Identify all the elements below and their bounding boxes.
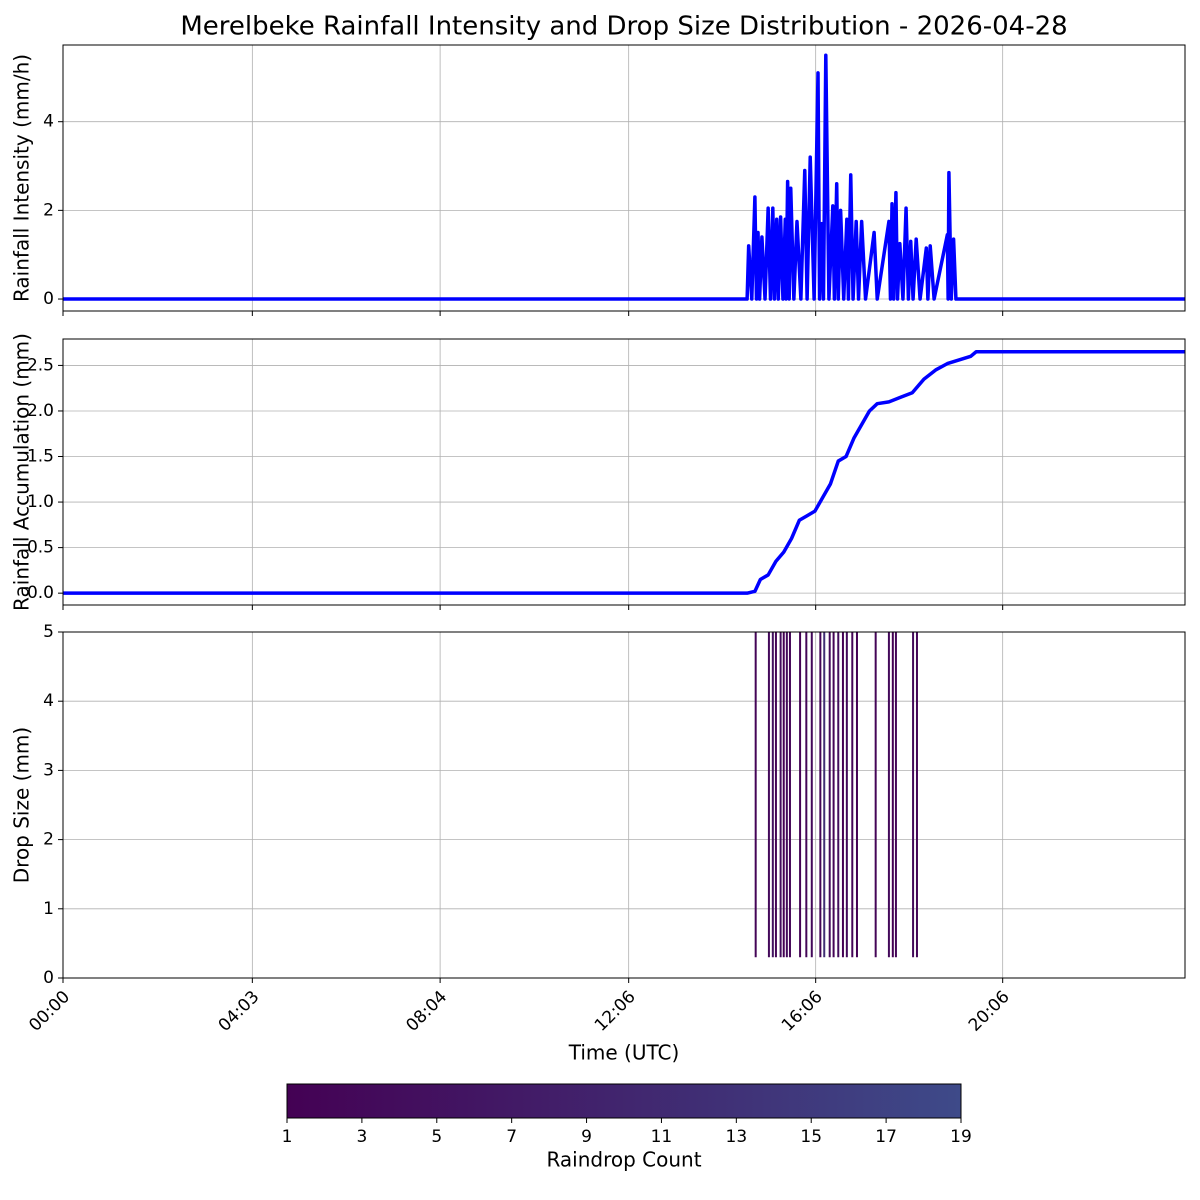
colorbar-tick-label: 1: [282, 1127, 293, 1147]
x-tick-label: 12:06: [591, 987, 640, 1036]
colorbar-tick-label: 7: [506, 1127, 517, 1147]
drop-bin: [754, 632, 757, 958]
plot-frame: [62, 338, 1186, 606]
drop-bin: [785, 632, 788, 958]
colorbar-tick-label: 11: [651, 1127, 673, 1147]
x-axis-label: Time (UTC): [568, 1041, 680, 1065]
x-tick-label: 16:06: [778, 987, 827, 1036]
colorbar-tick-label: 19: [950, 1127, 972, 1147]
drop-bin: [912, 632, 915, 958]
y-tick-label: 0.5: [27, 538, 54, 558]
plot-frame: [62, 44, 1186, 312]
colorbar-tick-label: 3: [356, 1127, 367, 1147]
colorbar-tick-label: 15: [800, 1127, 822, 1147]
drop-bin: [851, 632, 854, 958]
x-tick-label: 08:04: [402, 987, 451, 1036]
drop-bin: [841, 632, 844, 958]
y-tick-label: 4: [43, 112, 54, 132]
drop-bin: [855, 632, 858, 958]
y-tick-label: 1.5: [27, 447, 54, 467]
y-tick-label: 2: [43, 200, 54, 220]
drop-bin: [819, 632, 822, 958]
drop-bin: [915, 632, 918, 958]
drop-bin: [799, 632, 802, 958]
drop-bin: [887, 632, 890, 958]
y-tick-label: 5: [43, 622, 54, 642]
x-tick-label: 04:03: [215, 987, 264, 1036]
chart-title: Merelbeke Rainfall Intensity and Drop Si…: [180, 12, 1067, 42]
x-tick-label: 00:00: [25, 987, 74, 1036]
drop-bin: [788, 632, 791, 958]
y-tick-label: 0: [43, 289, 54, 309]
y-axis-label: Drop Size (mm): [10, 727, 34, 883]
y-tick-label: 3: [43, 760, 54, 780]
y-tick-label: 2: [43, 830, 54, 850]
colorbar-tick-label: 9: [581, 1127, 592, 1147]
y-tick-label: 4: [43, 691, 54, 711]
drop-bin: [810, 632, 813, 958]
drop-bin: [837, 632, 840, 958]
drop-bin: [823, 632, 826, 958]
y-tick-label: 1: [43, 899, 54, 919]
colorbar-label: Raindrop Count: [546, 1148, 701, 1172]
drop-bin: [782, 632, 785, 958]
drop-bin: [767, 632, 770, 958]
drop-bin: [845, 632, 848, 958]
y-axis-label: Rainfall Intensity (mm/h): [10, 54, 34, 302]
y-axis-label: Rainfall Accumulation (mm): [10, 333, 34, 611]
y-tick-label: 2.0: [27, 401, 54, 421]
x-tick-label: 20:06: [965, 987, 1014, 1036]
drop-bin: [828, 632, 831, 958]
drop-bin: [779, 632, 782, 958]
data-line: [63, 350, 1185, 595]
drop-bin: [771, 632, 774, 958]
drop-bin: [774, 632, 777, 958]
drop-bin: [891, 632, 894, 958]
y-tick-label: 0: [43, 968, 54, 988]
drop-bin: [805, 632, 808, 958]
drop-bin: [894, 632, 897, 958]
colorbar-tick-label: 17: [875, 1127, 897, 1147]
colorbar: [286, 1083, 962, 1119]
y-tick-label: 0.0: [27, 583, 54, 603]
data-line: [63, 53, 1185, 301]
drop-bin: [874, 632, 877, 958]
plot-frame: [62, 631, 1186, 979]
colorbar-tick-label: 5: [431, 1127, 442, 1147]
y-tick-label: 2.5: [27, 355, 54, 375]
y-tick-label: 1.0: [27, 492, 54, 512]
drop-bin: [832, 632, 835, 958]
colorbar-tick-label: 13: [726, 1127, 748, 1147]
